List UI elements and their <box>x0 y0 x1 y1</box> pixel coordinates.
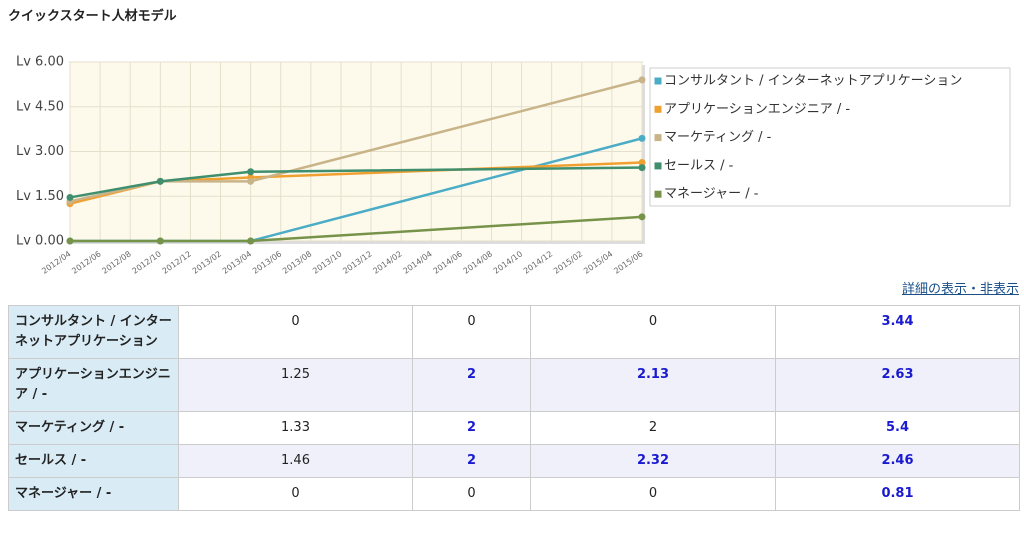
x-tick-label: 2014/06 <box>432 249 464 275</box>
table-cell: 2 <box>530 411 776 445</box>
data-point <box>156 237 164 245</box>
x-tick-label: 2014/12 <box>522 249 554 275</box>
data-point <box>638 164 646 172</box>
table-cell: 2.46 <box>775 444 1020 478</box>
x-tick-label: 2013/12 <box>341 249 373 275</box>
x-tick-label: 2014/02 <box>371 249 403 275</box>
table-cell: 0 <box>412 477 531 511</box>
table-cell: 2 <box>412 444 531 478</box>
data-point <box>638 76 646 84</box>
data-point <box>638 134 646 142</box>
data-point <box>66 237 74 245</box>
y-tick-label: Lv 3.00 <box>16 144 64 159</box>
x-tick-label: 2014/10 <box>492 249 524 275</box>
legend-label: コンサルタント / インターネットアプリケーション <box>664 74 962 89</box>
data-point <box>247 237 255 245</box>
toggle-link[interactable]: 詳細の表示・非表示 <box>901 282 1019 297</box>
legend-swatch <box>653 133 663 143</box>
table-cell: 0 <box>178 477 413 511</box>
data-point <box>247 177 255 185</box>
x-tick-label: 2012/10 <box>131 249 163 275</box>
data-point <box>638 213 646 221</box>
legend-swatch <box>653 76 663 86</box>
series-line <box>69 166 643 199</box>
table-cell: 3.44 <box>775 305 1020 359</box>
legend-label: マネージャー / - <box>664 187 759 202</box>
x-tick-label: 2014/04 <box>401 249 433 275</box>
data-point <box>66 193 74 201</box>
legend-swatch <box>653 189 663 199</box>
table-row: アプリケーションエンジニア / -1.25 2 2.13 2.63 <box>8 358 1020 412</box>
row-label: マネージャー / - <box>8 477 179 511</box>
table-cell: 0 <box>178 305 413 359</box>
y-tick-label: Lv 0.00 <box>16 234 64 249</box>
x-tick-label: 2013/10 <box>311 249 343 275</box>
row-label: セールス / - <box>8 444 179 478</box>
table-row: セールス / -1.46 2 2.32 2.46 <box>8 444 1020 478</box>
x-tick-label: 2015/04 <box>582 249 614 275</box>
x-tick-label: 2013/04 <box>221 249 253 275</box>
x-tick-label: 2012/12 <box>161 249 193 275</box>
table-cell: 0 <box>412 305 531 359</box>
x-tick-label: 2012/06 <box>70 249 102 275</box>
y-tick-label: Lv 6.00 <box>16 55 64 70</box>
legend-label: アプリケーションエンジニア / - <box>664 102 850 117</box>
table-cell: 2.13 <box>530 358 776 412</box>
x-tick-label: 2015/02 <box>552 249 584 275</box>
series-line <box>69 78 643 203</box>
table-cell: 0 <box>530 305 776 359</box>
table-cell: 1.46 <box>178 444 413 478</box>
table-cell: 2 <box>412 358 531 412</box>
x-tick-label: 2013/06 <box>251 249 283 275</box>
chart: 2012/042012/062012/082012/102012/122013/… <box>16 55 1011 275</box>
x-tick-label: 2014/08 <box>462 249 494 275</box>
table-row: マーケティング / -1.33 2 2 5.4 <box>8 411 1020 445</box>
row-label: アプリケーションエンジニア / - <box>8 358 179 412</box>
table-row: コンサルタント / インターネットアプリケーション 0 0 0 3.44 <box>8 305 1020 359</box>
y-tick-label: Lv 1.50 <box>16 189 64 204</box>
data-point <box>156 177 164 185</box>
row-label: コンサルタント / インターネットアプリケーション <box>8 305 179 359</box>
table-row: マネージャー / -0 0 0 0.81 <box>8 477 1020 511</box>
x-tick-label: 2012/04 <box>40 249 72 275</box>
table-cell: 2.32 <box>530 444 776 478</box>
legend-label: マーケティング / - <box>664 130 772 145</box>
legend-box <box>649 67 1011 207</box>
legend-swatch <box>653 104 663 114</box>
legend-swatch <box>653 161 663 171</box>
data-point <box>247 168 255 176</box>
title: クイックスタート人材モデル <box>8 9 177 24</box>
table-cell: 1.33 <box>178 411 413 445</box>
table-cell: 2 <box>412 411 531 445</box>
table-cell: 0.81 <box>775 477 1020 511</box>
table-cell: 1.25 <box>178 358 413 412</box>
y-tick-label: Lv 4.50 <box>16 99 64 114</box>
data-table: コンサルタント / インターネットアプリケーション 0 0 0 3.44 アプリケーション… <box>8 305 1020 511</box>
table-cell: 5.4 <box>775 411 1020 445</box>
table-cell: 2.63 <box>775 358 1020 412</box>
row-label: マーケティング / - <box>8 411 179 445</box>
x-tick-label: 2013/08 <box>281 249 313 275</box>
table-cell: 0 <box>530 477 776 511</box>
x-tick-label: 2012/08 <box>100 249 132 275</box>
legend-label: セールス / - <box>664 158 734 173</box>
x-tick-label: 2015/06 <box>612 249 644 275</box>
x-tick-label: 2013/02 <box>191 249 223 275</box>
series-line <box>70 215 643 243</box>
data-point <box>638 159 646 167</box>
